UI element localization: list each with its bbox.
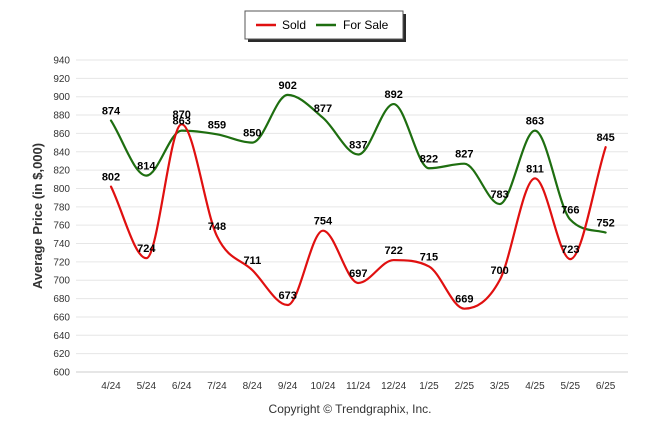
data-label-sold: 715 (420, 251, 438, 263)
x-tick-label: 7/24 (207, 381, 227, 392)
data-label-sold: 722 (384, 245, 402, 257)
series-lines (109, 93, 607, 310)
x-tick-label: 6/25 (596, 381, 616, 392)
y-tick-label: 680 (53, 294, 70, 305)
series-line-sold (109, 123, 607, 310)
legend-label-for-sale: For Sale (343, 18, 389, 32)
y-tick-label: 880 (53, 111, 70, 122)
x-axis-ticks: 4/24 5/24 6/24 7/24 8/24 9/24 10/24 11/24 12/24 1… (101, 381, 616, 392)
data-label-sold: 845 (596, 132, 614, 144)
y-tick-label: 900 (53, 92, 70, 103)
data-label-for-sale: 874 (102, 106, 121, 118)
data-label-for-sale: 752 (596, 218, 614, 230)
x-tick-label: 4/24 (101, 381, 121, 392)
data-label-for-sale: 859 (208, 119, 226, 131)
y-axis-label: Average Price (in $,000) (30, 143, 45, 289)
x-tick-label: 9/24 (278, 381, 298, 392)
y-tick-label: 820 (53, 166, 70, 177)
y-tick-label: 640 (53, 331, 70, 342)
x-tick-label: 6/24 (172, 381, 192, 392)
y-axis-ticks: 600 620 640 660 680 700 720 740 760 780 800 820 840 8… (53, 56, 70, 379)
x-tick-label: 3/25 (490, 381, 510, 392)
y-tick-label: 620 (53, 349, 70, 360)
data-label-for-sale: 783 (490, 189, 508, 201)
x-tick-label: 12/24 (381, 381, 406, 392)
x-tick-label: 4/25 (525, 381, 545, 392)
y-tick-label: 700 (53, 276, 70, 287)
data-labels: 802 724 870 748 711 673 754 697 722 715 669 700 811 7… (102, 80, 615, 306)
legend-label-sold: Sold (282, 18, 306, 32)
x-tick-label: 1/25 (419, 381, 439, 392)
data-label-sold: 754 (314, 216, 333, 228)
y-tick-label: 600 (53, 368, 70, 379)
grid (76, 59, 628, 373)
data-label-sold: 723 (561, 244, 579, 256)
data-label-sold: 724 (137, 243, 156, 255)
data-label-sold: 711 (243, 255, 261, 267)
data-label-for-sale: 827 (455, 149, 473, 161)
x-tick-label: 2/25 (455, 381, 475, 392)
data-label-sold: 669 (455, 294, 473, 306)
data-label-for-sale: 837 (349, 140, 367, 152)
y-tick-label: 740 (53, 239, 70, 250)
x-tick-label: 5/25 (561, 381, 581, 392)
y-tick-label: 920 (53, 74, 70, 85)
x-tick-label: 8/24 (243, 381, 263, 392)
y-tick-label: 660 (53, 312, 70, 323)
y-tick-label: 800 (53, 184, 70, 195)
data-label-for-sale: 863 (526, 116, 544, 128)
data-label-for-sale: 850 (243, 128, 261, 140)
data-label-for-sale: 822 (420, 153, 438, 165)
y-tick-label: 780 (53, 202, 70, 213)
x-tick-label: 11/24 (346, 381, 371, 392)
x-tick-label: 5/24 (137, 381, 157, 392)
y-tick-label: 940 (53, 56, 70, 67)
data-label-for-sale: 877 (314, 103, 332, 115)
data-label-for-sale: 863 (172, 116, 190, 128)
data-label-for-sale: 766 (561, 205, 579, 217)
data-label-for-sale: 902 (278, 80, 296, 92)
series-line-for-sale (109, 93, 607, 234)
data-label-sold: 697 (349, 268, 367, 280)
data-label-for-sale: 814 (137, 161, 156, 173)
data-label-sold: 802 (102, 172, 120, 184)
x-tick-label: 10/24 (310, 381, 335, 392)
data-label-sold: 811 (526, 163, 544, 175)
y-tick-label: 760 (53, 221, 70, 232)
data-label-sold: 700 (490, 265, 508, 277)
data-label-sold: 870 (172, 109, 190, 121)
legend[interactable]: Sold For Sale (244, 10, 406, 42)
y-tick-label: 860 (53, 129, 70, 140)
data-label-sold: 673 (278, 290, 296, 302)
data-label-for-sale: 892 (384, 89, 402, 101)
data-label-sold: 748 (208, 221, 226, 233)
y-tick-label: 840 (53, 147, 70, 158)
y-tick-label: 720 (53, 257, 70, 268)
copyright-footer: Copyright © Trendgraphix, Inc. (269, 402, 432, 416)
